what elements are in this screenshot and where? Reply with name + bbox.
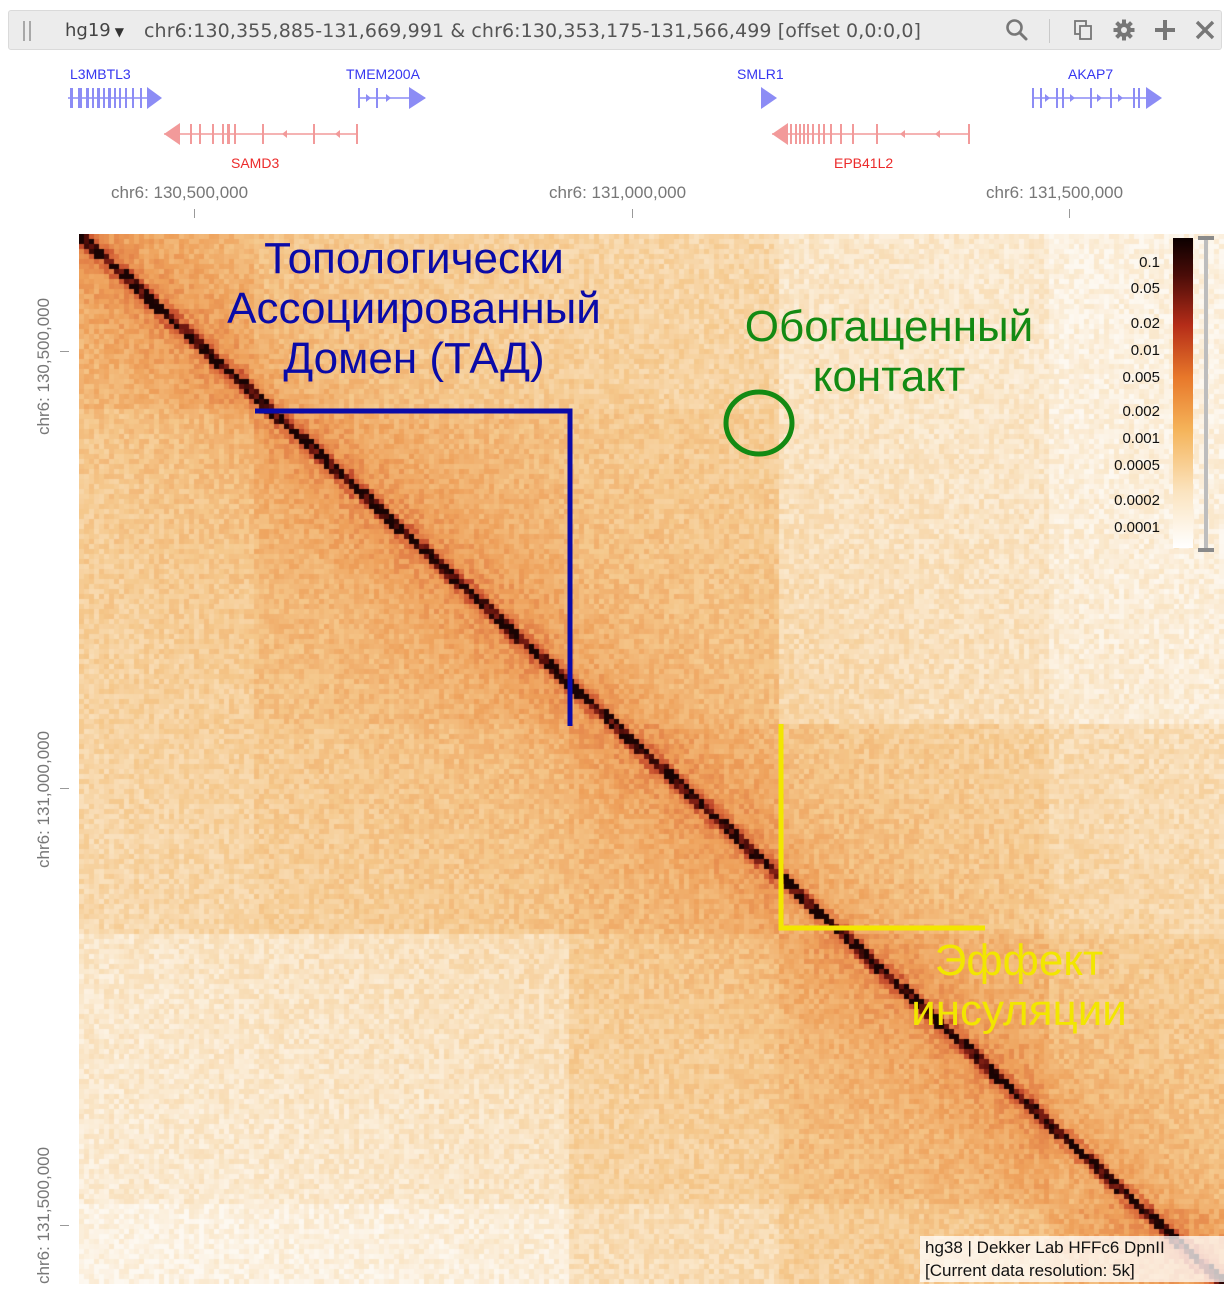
drag-handle-icon[interactable] bbox=[23, 21, 35, 41]
colorbar-label: 0.0002 bbox=[1114, 492, 1160, 509]
colorbar-label: 0.005 bbox=[1122, 369, 1160, 386]
tad-bracket bbox=[255, 408, 573, 726]
colorbar-label: 0.0001 bbox=[1114, 519, 1160, 536]
colorbar-label: 0.002 bbox=[1122, 403, 1160, 420]
colorbar bbox=[1173, 238, 1193, 548]
axis-tick-label: chr6: 131,000,000 bbox=[34, 730, 53, 868]
gene-label[interactable]: EPB41L2 bbox=[834, 155, 894, 171]
chevron-down-icon: ▼ bbox=[114, 25, 124, 39]
colorbar-label: 0.001 bbox=[1122, 430, 1160, 447]
view-header: hg19 ▼ chr6:130,355,885-131,669,991 & chr… bbox=[8, 10, 1222, 50]
axis-tick bbox=[194, 209, 195, 218]
axis-tick-label: chr6: 131,000,000 bbox=[549, 183, 687, 202]
colorbar-labels: 0.1 0.05 0.02 0.01 0.005 0.002 0.001 0.0… bbox=[1100, 238, 1160, 548]
axis-tick-label: chr6: 130,500,000 bbox=[34, 297, 53, 435]
plus-icon[interactable] bbox=[1153, 18, 1177, 42]
insulation-line: инсуляции bbox=[911, 986, 1127, 1036]
insulation-annotation: Эффект инсуляции bbox=[869, 936, 1169, 1036]
genomic-position-search[interactable]: chr6:130,355,885-131,669,991 & chr6:130,… bbox=[144, 20, 922, 42]
close-icon[interactable] bbox=[1193, 18, 1217, 42]
gene-label[interactable]: SMLR1 bbox=[737, 66, 784, 82]
dataset-name: hg38 | Dekker Lab HFFc6 DpnII bbox=[925, 1238, 1165, 1257]
axis-tick bbox=[60, 788, 69, 789]
gene-annotations-track: L3MBTL3 TMEM200A SMLR1 AKAP7 SAMD3 EPB41… bbox=[0, 55, 1228, 185]
enriched-contact-circle bbox=[723, 389, 795, 457]
tad-line: Домен (ТАД) bbox=[283, 334, 545, 384]
gene-glyph-l3mbtl3 bbox=[68, 87, 162, 109]
contact-line: Обогащенный bbox=[744, 302, 1034, 351]
axis-tick-label: chr6: 131,500,000 bbox=[986, 183, 1124, 202]
gear-icon[interactable] bbox=[1112, 18, 1136, 42]
assembly-label: hg19 bbox=[65, 20, 111, 41]
colorbar-label: 0.01 bbox=[1130, 342, 1160, 359]
insulation-bracket bbox=[778, 724, 985, 931]
axis-tick bbox=[60, 1225, 69, 1226]
tad-line: Топологически bbox=[264, 234, 564, 283]
gene-label[interactable]: L3MBTL3 bbox=[70, 66, 131, 82]
insulation-line: Эффект bbox=[934, 936, 1104, 985]
gene-label[interactable]: AKAP7 bbox=[1068, 66, 1114, 82]
dataset-info-label: hg38 | Dekker Lab HFFc6 DpnII [Current d… bbox=[920, 1236, 1224, 1282]
axis-tick-label: chr6: 131,500,000 bbox=[34, 1146, 53, 1284]
tad-line: Ассоциированный bbox=[227, 284, 601, 334]
hic-heatmap[interactable]: Топологически Ассоциированный Домен (ТАД… bbox=[79, 234, 1224, 1284]
colorbar-range-slider[interactable] bbox=[1196, 236, 1216, 552]
gene-glyph-tmem200a bbox=[358, 87, 426, 109]
gene-label[interactable]: SAMD3 bbox=[231, 155, 280, 171]
gene-glyph-epb41l2 bbox=[772, 123, 970, 145]
annotation-overlay bbox=[255, 389, 985, 931]
resolution-label: [Current data resolution: 5k] bbox=[925, 1261, 1135, 1280]
gene-glyph-smlr1 bbox=[761, 87, 777, 109]
top-axis: chr6: 130,500,000 chr6: 131,000,000 chr6… bbox=[0, 180, 1228, 220]
tad-annotation: Топологически Ассоциированный Домен (ТАД… bbox=[219, 234, 609, 384]
colorbar-label: 0.0005 bbox=[1114, 457, 1160, 474]
colorbar-label: 0.05 bbox=[1130, 280, 1160, 297]
axis-tick bbox=[1069, 209, 1070, 218]
left-axis: chr6: 130,500,000 chr6: 131,000,000 chr6… bbox=[0, 234, 78, 1284]
contact-line: контакт bbox=[812, 352, 966, 402]
toolbar-divider bbox=[1049, 19, 1050, 43]
colorbar-label: 0.02 bbox=[1130, 315, 1160, 332]
colorbar-label: 0.1 bbox=[1139, 254, 1160, 271]
copy-icon[interactable] bbox=[1071, 18, 1095, 42]
assembly-selector[interactable]: hg19 ▼ bbox=[65, 20, 124, 41]
search-icon[interactable] bbox=[1005, 18, 1029, 42]
axis-tick bbox=[60, 351, 69, 352]
gene-glyphs bbox=[68, 87, 1162, 145]
gene-label[interactable]: TMEM200A bbox=[346, 66, 420, 82]
gene-glyph-akap7 bbox=[1032, 87, 1162, 109]
axis-tick bbox=[632, 209, 633, 218]
gene-glyph-samd3 bbox=[164, 123, 358, 145]
axis-tick-label: chr6: 130,500,000 bbox=[111, 183, 249, 202]
contact-annotation: Обогащенный контакт bbox=[719, 302, 1059, 402]
